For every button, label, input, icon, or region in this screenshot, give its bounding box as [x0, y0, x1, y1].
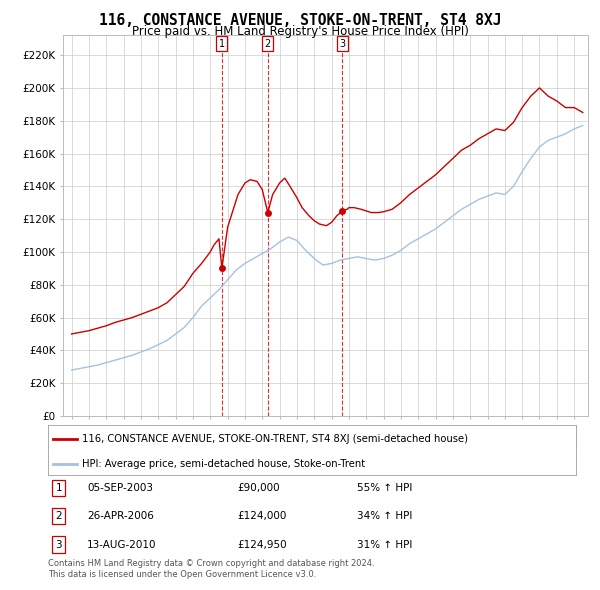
- Text: 1: 1: [219, 38, 225, 48]
- Text: 3: 3: [339, 38, 346, 48]
- Text: 13-AUG-2010: 13-AUG-2010: [87, 540, 157, 549]
- Text: 1: 1: [55, 483, 62, 493]
- Text: This data is licensed under the Open Government Licence v3.0.: This data is licensed under the Open Gov…: [48, 571, 316, 579]
- Text: Price paid vs. HM Land Registry's House Price Index (HPI): Price paid vs. HM Land Registry's House …: [131, 25, 469, 38]
- Text: £124,950: £124,950: [237, 540, 287, 549]
- Text: 116, CONSTANCE AVENUE, STOKE-ON-TRENT, ST4 8XJ (semi-detached house): 116, CONSTANCE AVENUE, STOKE-ON-TRENT, S…: [82, 434, 469, 444]
- Text: 55% ↑ HPI: 55% ↑ HPI: [357, 483, 412, 493]
- Text: 34% ↑ HPI: 34% ↑ HPI: [357, 512, 412, 521]
- Text: 3: 3: [55, 540, 62, 549]
- Text: Contains HM Land Registry data © Crown copyright and database right 2024.: Contains HM Land Registry data © Crown c…: [48, 559, 374, 568]
- Text: 05-SEP-2003: 05-SEP-2003: [87, 483, 153, 493]
- Text: 26-APR-2006: 26-APR-2006: [87, 512, 154, 521]
- Text: 2: 2: [265, 38, 271, 48]
- Text: 2: 2: [55, 512, 62, 521]
- Text: 31% ↑ HPI: 31% ↑ HPI: [357, 540, 412, 549]
- Text: HPI: Average price, semi-detached house, Stoke-on-Trent: HPI: Average price, semi-detached house,…: [82, 459, 365, 469]
- Text: £90,000: £90,000: [237, 483, 280, 493]
- Text: 116, CONSTANCE AVENUE, STOKE-ON-TRENT, ST4 8XJ: 116, CONSTANCE AVENUE, STOKE-ON-TRENT, S…: [99, 13, 501, 28]
- Text: £124,000: £124,000: [237, 512, 286, 521]
